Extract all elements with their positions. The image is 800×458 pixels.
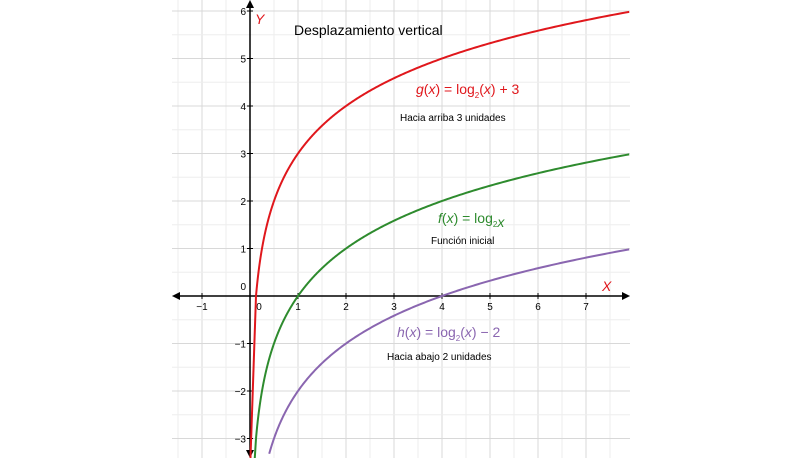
y-tick-label: −1 <box>235 340 247 351</box>
curve-f <box>255 153 630 439</box>
curves <box>249 10 630 458</box>
chart-title: Desplazamiento vertical <box>294 22 443 38</box>
x-tick-label: 6 <box>535 302 541 313</box>
formula-h: h(x) = log2(x) − 2 <box>397 324 501 343</box>
y-tick-label: 3 <box>240 150 246 161</box>
axes <box>172 0 630 458</box>
x-tick-label: 3 <box>391 302 397 313</box>
series-labels: g(x) = log2(x) + 3 Hacia arriba 3 unidade… <box>387 81 520 363</box>
x-axis-arrow-left <box>172 292 180 300</box>
y-tick-label: 5 <box>240 55 246 66</box>
x-tick-label: 0 <box>256 302 262 313</box>
tick-labels: −1 0 1 2 3 4 5 6 7 −3 −2 −1 0 1 2 3 4 5 6 <box>196 7 589 446</box>
note-f: Función inicial <box>431 236 494 247</box>
x-tick-label: 1 <box>295 302 301 313</box>
y-tick-label: −3 <box>235 435 247 446</box>
curve-g <box>255 10 630 297</box>
y-tick-label: −2 <box>235 387 247 398</box>
note-g: Hacia arriba 3 unidades <box>400 113 506 124</box>
curve-g-tail <box>249 295 257 458</box>
curve-f-tail <box>253 438 257 458</box>
x-tick-label: 5 <box>487 302 493 313</box>
y-tick-label: 2 <box>240 197 246 208</box>
formula-g: g(x) = log2(x) + 3 <box>416 81 520 100</box>
x-axis-label: X <box>601 278 612 294</box>
note-h: Hacia abajo 2 unidades <box>387 352 492 363</box>
y-axis-label: Y <box>255 11 266 27</box>
x-tick-label: −1 <box>196 302 208 313</box>
y-tick-label: 4 <box>240 102 246 113</box>
x-axis-arrow-right <box>622 292 630 300</box>
grid <box>172 0 630 458</box>
x-tick-label: 7 <box>583 302 589 313</box>
y-axis-arrow-top <box>246 0 254 8</box>
curve-h <box>268 248 630 455</box>
x-tick-label: 2 <box>343 302 349 313</box>
formula-f: f(x) = log2x <box>438 210 505 230</box>
x-tick-label: 4 <box>439 302 445 313</box>
y-tick-label: 6 <box>240 7 246 18</box>
y-tick-label: 1 <box>240 245 246 256</box>
y-tick-label: 0 <box>240 282 246 293</box>
